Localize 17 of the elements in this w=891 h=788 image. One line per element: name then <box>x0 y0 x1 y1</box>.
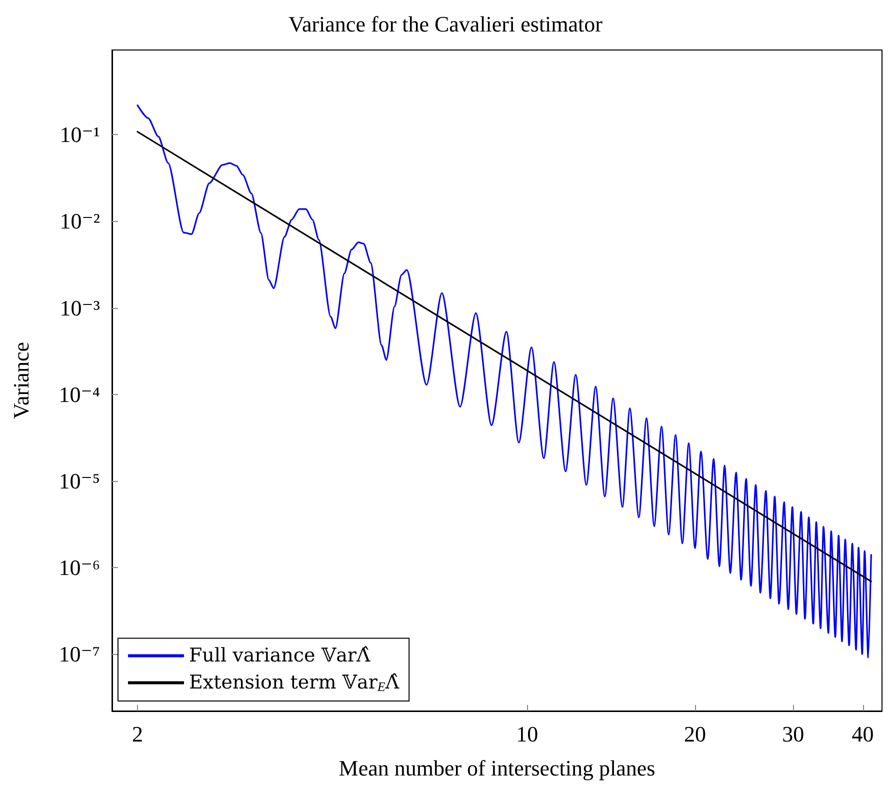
y-tick-label: 10⁻⁷ <box>58 642 100 667</box>
legend-label: Full variance 𝕍arΛ̂ <box>189 644 370 667</box>
y-axis-title: Variance <box>8 342 34 419</box>
x-tick-label: 20 <box>684 722 706 746</box>
x-axis-title: Mean number of intersecting planes <box>338 756 656 780</box>
y-tick-label: 10⁻⁵ <box>58 468 100 494</box>
x-tick-label: 2 <box>132 722 144 746</box>
chart-title: Variance for the Cavalieri estimator <box>288 12 604 36</box>
x-tick-label: 30 <box>782 722 804 746</box>
x-tick-label: 40 <box>852 722 874 746</box>
y-tick-label: 10⁻¹ <box>60 122 100 148</box>
y-tick-label: 10⁻⁶ <box>58 555 100 580</box>
y-tick-label: 10⁻⁴ <box>58 382 100 407</box>
y-tick-label: 10⁻² <box>60 208 100 234</box>
y-tick-label: 10⁻³ <box>60 295 100 320</box>
legend-label: Extension term 𝕍arEΛ̂ <box>189 672 400 694</box>
x-tick-label: 10 <box>516 722 538 746</box>
